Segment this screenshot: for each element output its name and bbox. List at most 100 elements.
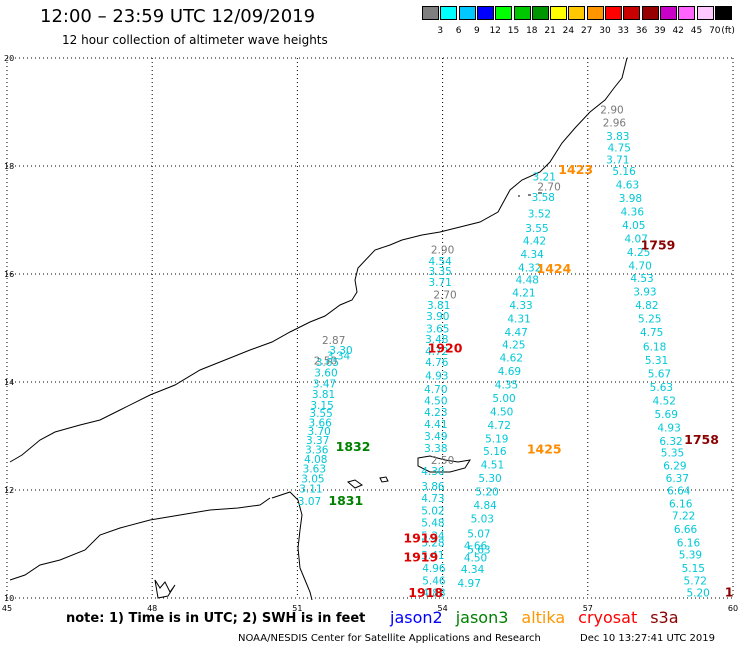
wave-height-value: 3.63	[303, 464, 326, 476]
pass-time-label: 1920	[428, 340, 463, 355]
wave-height-value: 2.50	[314, 356, 337, 368]
wave-height-value: 3.48	[425, 334, 448, 346]
wave-height-value: 5.15	[682, 563, 705, 575]
scale-label: 18	[526, 26, 538, 36]
wave-height-value: 3.15	[310, 400, 333, 412]
wave-height-value: 4.48	[516, 275, 539, 287]
wave-height-value: 5.31	[645, 355, 668, 367]
wave-height-value: 4.08	[304, 454, 327, 466]
map-title: 12:00 – 23:59 UTC 12/09/2019	[40, 6, 316, 27]
wave-height-value: 5.20	[475, 486, 498, 498]
wave-height-value: 5.00	[492, 393, 515, 405]
wave-height-value: 5.46	[422, 576, 446, 588]
lon-tick-label: 48	[147, 604, 157, 613]
wave-height-value: 3.30	[329, 345, 352, 357]
wave-height-value: 4.51	[481, 459, 504, 471]
wave-height-value: 3.35	[428, 266, 451, 278]
horn-of-africa-coastline	[9, 497, 271, 581]
wave-height-value: 3.93	[633, 287, 656, 299]
wave-height-value: 4.47	[504, 327, 527, 339]
wave-height-value: 3.47	[313, 378, 336, 390]
scale-swatch	[586, 6, 604, 20]
wave-height-value: 4.36	[621, 207, 645, 219]
pass-time-label: 1758	[684, 432, 719, 447]
wave-height-value: 3.86	[421, 481, 445, 493]
scale-swatch	[568, 6, 586, 20]
wave-height-value: 4.66	[464, 540, 488, 552]
guardafui-coastline	[271, 491, 313, 601]
wave-height-value: 3.83	[606, 131, 629, 143]
mission-altika: altika	[521, 608, 566, 627]
scale-label: 39	[654, 26, 666, 36]
scale-label: 42	[672, 26, 684, 36]
wave-height-value: 3.49	[424, 431, 447, 443]
wave-height-value: 4.62	[500, 352, 523, 364]
scale-label: 30	[599, 26, 611, 36]
wave-height-value: 5.03	[471, 513, 494, 525]
wave-height-value: 6.37	[666, 473, 689, 485]
lat-tick-label: 12	[4, 486, 14, 495]
axis-labels: 45 48 51 54 57 60 10 12 14 16 18 20	[2, 54, 738, 613]
wave-height-value: 5.69	[655, 409, 678, 421]
abd-al-kuri-island	[346, 479, 364, 489]
wave-height-value: 4.73	[421, 493, 444, 505]
scale-unit: (ft)	[721, 26, 735, 36]
scale-swatch	[422, 6, 439, 20]
wave-height-value: 3.71	[428, 277, 451, 289]
pass-time-label: 1832	[336, 439, 371, 454]
footer-note: note: 1) Time is in UTC; 2) SWH is in fe…	[66, 611, 366, 626]
wave-height-value: 2.90	[431, 244, 454, 256]
wave-height-value: 3.66	[308, 417, 332, 429]
scale-label: 45	[690, 26, 703, 36]
wave-height-value: 4.34	[461, 564, 485, 576]
wave-height-value: 5.20	[686, 587, 709, 599]
wave-height-value: 4.75	[640, 327, 663, 339]
wave-height-value: 3.70	[307, 426, 330, 438]
kuria-muria-islands	[518, 192, 542, 197]
wave-height-value: 7.22	[672, 511, 695, 523]
mission-s3a: s3a	[650, 608, 679, 627]
scale-swatch	[605, 6, 622, 20]
wave-height-value: 2.70	[537, 181, 560, 193]
lat-tick-label: 14	[4, 378, 14, 387]
wave-height-value: 3.81	[312, 389, 335, 401]
wave-height-value: 5.41	[421, 550, 444, 562]
lon-tick-label: 60	[728, 604, 738, 613]
wave-height-value: 5.35	[661, 448, 684, 460]
altimeter-tracks: 3.653.603.473.813.153.553.663.703.373.36…	[298, 105, 710, 600]
wave-height-value: 4.72	[425, 346, 448, 358]
scale-label: 12	[489, 26, 501, 36]
wave-height-value: 6.32	[659, 436, 682, 448]
scale-swatch	[513, 6, 531, 20]
wave-height-value: 4.53	[630, 273, 653, 285]
scale-swatch	[550, 6, 568, 20]
wave-height-value: 3.52	[528, 208, 551, 220]
arabian-peninsula-coastline	[9, 57, 628, 463]
wave-height-value: 4.31	[507, 314, 530, 326]
wave-height-value: 4.70	[424, 384, 447, 396]
wave-height-value: 3.11	[299, 484, 322, 496]
scale-swatch	[476, 6, 494, 20]
wave-height-value: 4.76	[425, 357, 449, 369]
mission-jason2: jason2	[390, 608, 443, 627]
wave-height-value: 4.41	[424, 419, 447, 431]
wave-height-value: 3.60	[314, 368, 337, 380]
wave-height-value: 3.71	[606, 154, 629, 166]
wave-height-value: 6.29	[663, 460, 686, 472]
wave-height-value: 5.30	[478, 473, 501, 485]
wave-height-value: 3.55	[525, 223, 548, 235]
wave-height-value: 4.21	[512, 288, 535, 300]
scale-label: 27	[580, 26, 593, 36]
wave-height-value: 4.30	[421, 466, 444, 478]
wave-height-value: 4.75	[608, 142, 631, 154]
wave-height-value: 2.70	[433, 289, 456, 301]
scale-swatch	[495, 6, 513, 20]
wave-height-value: 4.93	[425, 370, 448, 382]
wave-height-value: 6.64	[667, 485, 691, 497]
wave-height-value: 4.25	[502, 340, 525, 352]
wave-height-value: 3.36	[305, 444, 329, 456]
wave-height-value: 4.50	[464, 552, 487, 564]
wave-height-value: 3.34	[327, 350, 351, 362]
generated-timestamp: Dec 10 13:27:41 UTC 2019	[580, 633, 715, 644]
wave-height-value: 4.96	[422, 563, 446, 575]
